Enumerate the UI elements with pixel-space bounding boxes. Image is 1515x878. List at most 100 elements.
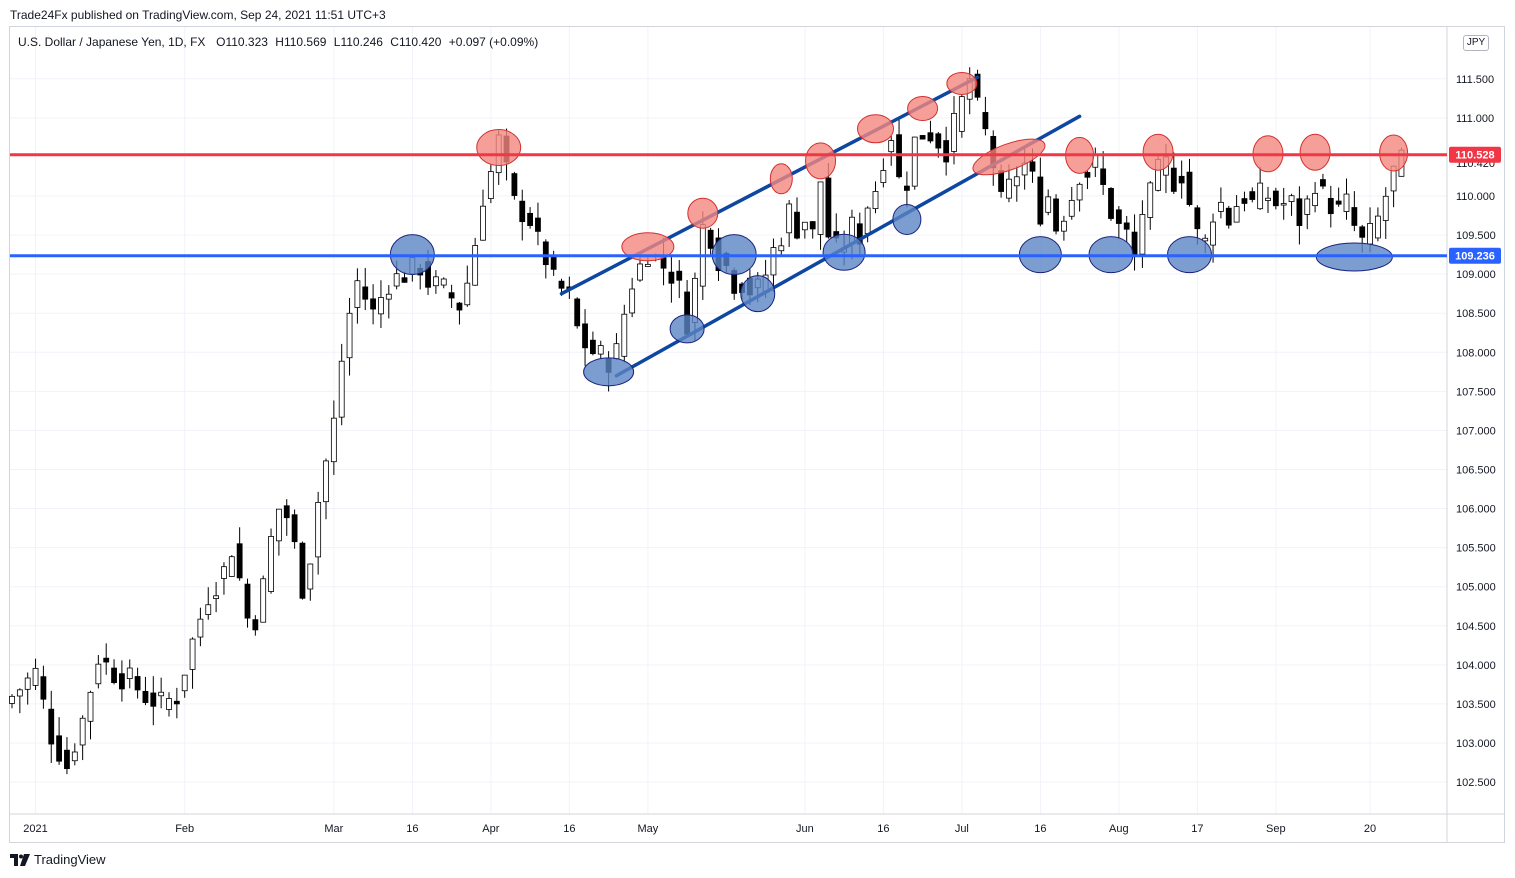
candle-body[interactable] <box>1123 222 1130 230</box>
candle-body[interactable] <box>40 676 47 700</box>
candle-body[interactable] <box>519 200 526 223</box>
candle-body[interactable] <box>268 536 274 592</box>
red-marker[interactable] <box>687 197 719 229</box>
candle-body[interactable] <box>825 177 832 238</box>
candle-body[interactable] <box>315 501 322 558</box>
candle-body[interactable] <box>432 276 439 287</box>
candle-body[interactable] <box>1115 209 1122 224</box>
candle-body[interactable] <box>550 256 557 270</box>
candle-body[interactable] <box>1280 203 1287 206</box>
blue-marker[interactable] <box>740 275 776 313</box>
candle-body[interactable] <box>9 695 15 704</box>
candle-body[interactable] <box>79 717 86 746</box>
candle-body[interactable] <box>393 273 400 287</box>
candle-body[interactable] <box>1249 191 1256 200</box>
candle-body[interactable] <box>323 460 329 503</box>
candle-body[interactable] <box>71 751 78 762</box>
candle-body[interactable] <box>275 508 282 542</box>
candle-body[interactable] <box>770 247 777 276</box>
red-marker[interactable] <box>476 129 522 167</box>
candle-body[interactable] <box>511 173 518 196</box>
candle-body[interactable] <box>613 343 620 360</box>
candle-body[interactable] <box>1359 226 1366 238</box>
candle-body[interactable] <box>56 735 62 762</box>
candle-body[interactable] <box>1068 199 1075 217</box>
candle-body[interactable] <box>181 674 188 692</box>
candle-body[interactable] <box>1053 198 1059 232</box>
candle-body[interactable] <box>1233 206 1240 223</box>
candle-body[interactable] <box>236 543 243 579</box>
candle-body[interactable] <box>126 667 133 680</box>
red-marker[interactable] <box>1379 134 1409 172</box>
candle-body[interactable] <box>597 345 604 355</box>
candle-body[interactable] <box>283 505 290 519</box>
candle-body[interactable] <box>1327 197 1334 215</box>
candle-body[interactable] <box>213 595 220 599</box>
candle-body[interactable] <box>228 556 235 577</box>
candle-body[interactable] <box>1202 237 1209 242</box>
candle-body[interactable] <box>158 691 165 697</box>
candle-body[interactable] <box>582 323 588 349</box>
candle-body[interactable] <box>1139 214 1146 255</box>
candle-body[interactable] <box>927 132 934 142</box>
candle-body[interactable] <box>1296 198 1303 226</box>
candle-body[interactable] <box>354 280 361 308</box>
candle-body[interactable] <box>801 221 808 231</box>
candle-body[interactable] <box>1108 187 1114 219</box>
candle-body[interactable] <box>221 566 227 579</box>
candle-body[interactable] <box>291 514 298 543</box>
candle-body[interactable] <box>1343 193 1350 212</box>
candle-body[interactable] <box>958 96 965 132</box>
red-marker[interactable] <box>946 71 978 95</box>
candle-body[interactable] <box>527 212 533 226</box>
red-marker[interactable] <box>805 142 837 180</box>
candle-body[interactable] <box>707 229 714 249</box>
candle-body[interactable] <box>119 673 125 690</box>
candle-body[interactable] <box>644 263 651 267</box>
candle-body[interactable] <box>480 205 486 241</box>
candle-body[interactable] <box>1037 176 1044 225</box>
candle-body[interactable] <box>252 619 259 631</box>
candle-body[interactable] <box>134 676 141 691</box>
candle-body[interactable] <box>809 221 816 230</box>
candle-body[interactable] <box>487 171 494 199</box>
candle-body[interactable] <box>142 690 149 703</box>
candle-body[interactable] <box>48 708 55 745</box>
blue-marker[interactable] <box>892 203 922 235</box>
candle-body[interactable] <box>440 278 447 286</box>
candle-body[interactable] <box>189 638 196 670</box>
candle-body[interactable] <box>378 297 384 315</box>
candle-body[interactable] <box>456 302 463 311</box>
candle-body[interactable] <box>935 133 942 149</box>
candle-body[interactable] <box>1061 220 1067 232</box>
candle-body[interactable] <box>197 618 204 638</box>
candle-body[interactable] <box>786 203 793 234</box>
red-marker[interactable] <box>1142 133 1174 171</box>
candle-body[interactable] <box>574 298 581 327</box>
blue-marker[interactable] <box>669 314 705 344</box>
candle-body[interactable] <box>590 339 596 355</box>
candle-body[interactable] <box>1375 215 1381 239</box>
candle-body[interactable] <box>668 271 675 284</box>
candle-body[interactable] <box>260 578 267 623</box>
candle-body[interactable] <box>558 280 565 289</box>
candle-body[interactable] <box>629 288 636 314</box>
currency-button[interactable]: JPY <box>1463 35 1489 51</box>
candle-body[interactable] <box>307 563 314 590</box>
candle-body[interactable] <box>864 207 871 234</box>
candle-body[interactable] <box>872 191 879 210</box>
candle-body[interactable] <box>1013 176 1020 187</box>
candle-body[interactable] <box>472 245 479 286</box>
candle-body[interactable] <box>1029 161 1036 172</box>
candle-body[interactable] <box>1382 195 1389 221</box>
candle-body[interactable] <box>338 360 345 418</box>
candle-body[interactable] <box>637 263 643 281</box>
blue-marker[interactable] <box>583 357 635 387</box>
red-marker[interactable] <box>1299 133 1331 171</box>
candle-body[interactable] <box>1257 182 1264 210</box>
candle-body[interactable] <box>346 312 353 359</box>
candle-body[interactable] <box>951 112 957 152</box>
candle-body[interactable] <box>1351 207 1358 226</box>
candle-body[interactable] <box>1147 182 1154 218</box>
